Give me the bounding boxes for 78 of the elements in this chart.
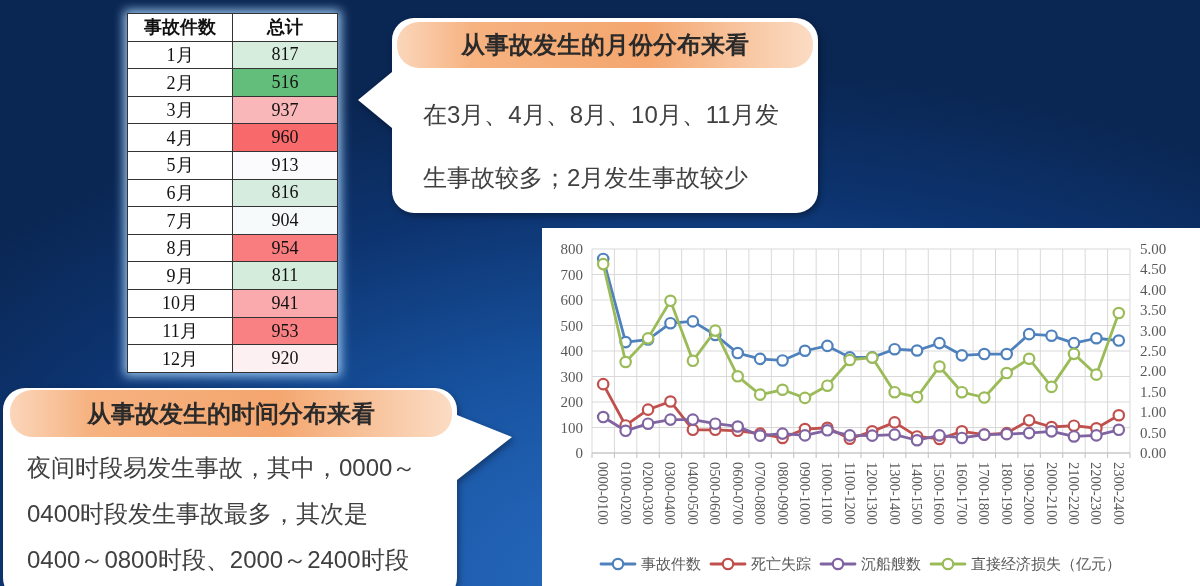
text: 夜间时段易发生事故，其中，0000～0400时段发生事故最多，其次是0400～0800时段、2000～2400时段 [27,453,418,575]
y-tick-label: 1月 [127,41,233,69]
y2-tick-label: 0.00 [1140,445,1167,461]
y-tick-label: 0 [575,445,583,461]
y-tick-label: 6月 [127,179,233,207]
y2-tick-label: 2.00 [1140,363,1167,380]
legend-label: 事故件数 [641,555,701,573]
text: 在3月、4月、8月、10月、11月发生事故较多；2月发生事故较少 [423,101,779,191]
y-tick-label: 10月 [127,289,233,318]
y2-tick-label: 3.00 [1140,322,1167,339]
y-tick-label: 500 [560,317,583,334]
x-tick-label: 1600-1700 [953,462,970,525]
x-tick-label: 1100-1200 [841,462,858,525]
y-tick-label: 300 [560,368,583,385]
data-label: 516 [232,68,338,97]
y-tick-label: 8月 [127,234,233,262]
data-label: 953 [232,317,338,345]
data-label: 941 [232,289,338,318]
data-label: 960 [232,123,338,152]
y2-tick-label: 0.50 [1140,424,1167,441]
text: 从事故发生的月份分布来看 [461,30,749,61]
y-tick-label: 100 [560,419,583,436]
y2-tick-label: 1.50 [1140,383,1167,400]
data-label: 811 [232,261,338,290]
x-tick-label: 0000-0100 [595,462,612,525]
x-tick-label: 0900-1000 [796,462,813,525]
legend-label: 死亡失踪 [751,555,811,573]
legend-label: 直接经济损失（亿元） [971,555,1121,573]
y-tick-label: 11月 [127,317,233,345]
x-tick-label: 2100-2200 [1065,462,1082,525]
y-tick-label: 400 [560,343,583,359]
data-label: 816 [232,179,338,207]
y-axis-title: 事故件数 [127,13,233,42]
data-label: 817 [232,41,338,69]
x-tick-label: 0800-0900 [774,462,791,525]
legend-label: 沉船艘数 [861,555,921,573]
data-label: 913 [232,151,338,180]
data-label: 904 [232,206,338,235]
y-tick-label: 5月 [127,151,233,180]
data-label: 954 [232,234,338,262]
y-tick-label: 2月 [127,68,233,97]
y2-tick-label: 1.00 [1140,404,1167,421]
data-label: 937 [232,96,338,124]
y-tick-label: 12月 [127,344,233,373]
x-tick-label: 1700-1800 [976,462,993,525]
x-tick-label: 0700-0800 [752,462,769,525]
x-tick-label: 1000-1100 [819,462,836,525]
x-tick-label: 1400-1500 [909,462,926,525]
x-tick-label: 1900-2000 [1021,462,1038,525]
data-label: 920 [232,344,338,373]
x-tick-label: 2000-2100 [1043,462,1060,525]
x-tick-label: 1300-1400 [886,462,903,525]
x-tick-label: 0600-0700 [729,462,746,525]
y-tick-label: 800 [560,241,583,257]
x-tick-label: 2300-2400 [1110,462,1127,525]
y-tick-label: 200 [560,394,583,410]
y-tick-label: 4月 [127,123,233,152]
y2-tick-label: 2.50 [1140,343,1167,359]
x-tick-label: 0500-0600 [707,462,724,525]
x-tick-label: 总计 [232,13,338,42]
x-tick-label: 1500-1600 [931,462,948,525]
x-tick-label: 1200-1300 [864,462,881,525]
y-tick-label: 9月 [127,261,233,290]
y-tick-label: 700 [560,266,583,283]
y-tick-label: 3月 [127,96,233,124]
x-tick-label: 2200-2300 [1088,462,1105,525]
y2-tick-label: 5.00 [1140,241,1167,257]
y2-tick-label: 3.50 [1140,302,1167,319]
y-tick-label: 600 [560,292,583,308]
y-tick-label: 7月 [127,206,233,235]
x-tick-label: 1800-1900 [998,462,1015,525]
x-tick-label: 0300-0400 [662,462,679,525]
x-tick-label: 0100-0200 [617,462,634,525]
y2-tick-label: 4.50 [1140,261,1167,278]
text: 从事故发生的时间分布来看 [87,398,375,430]
x-tick-label: 0400-0500 [684,462,701,525]
y2-tick-label: 4.00 [1140,281,1167,298]
x-tick-label: 0200-0300 [640,462,657,525]
